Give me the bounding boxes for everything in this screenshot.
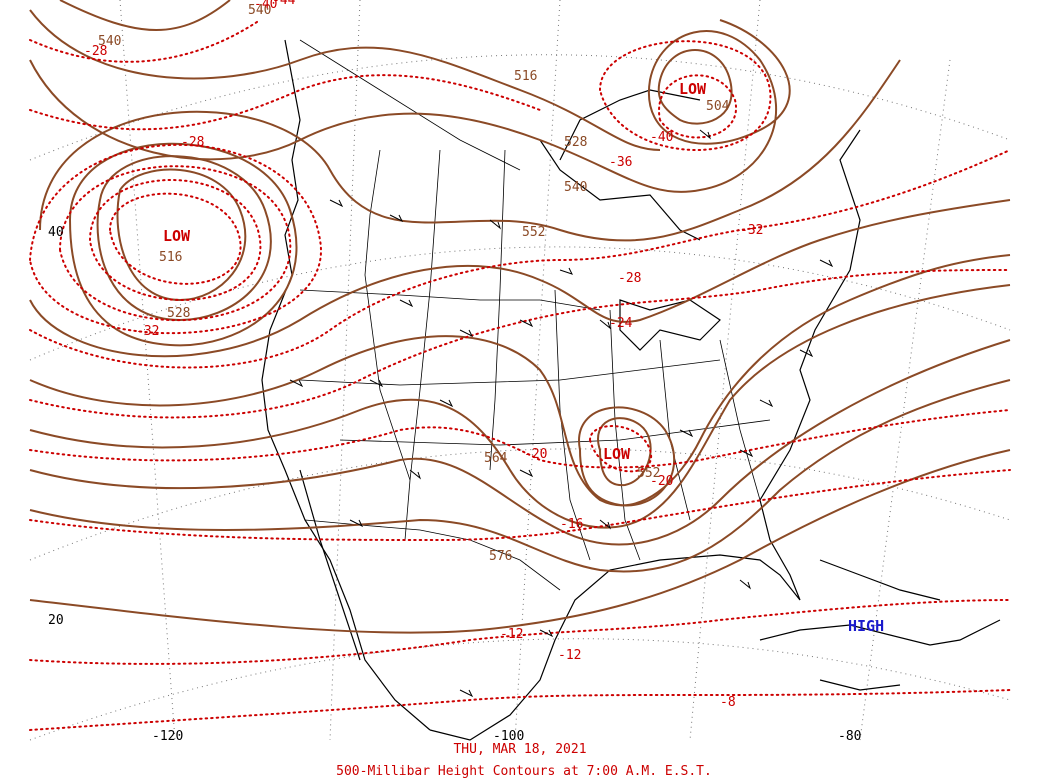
height-label: 540	[98, 34, 121, 49]
height-label: 576	[489, 549, 512, 564]
temperature-label: -20	[524, 447, 547, 462]
wind-barbs	[289, 129, 834, 698]
temperature-label: -20	[650, 474, 673, 489]
height-label: 528	[564, 135, 587, 150]
low-pressure-label: LOW	[163, 227, 191, 245]
longitude-label: -80	[838, 729, 861, 744]
height-label: 504	[706, 99, 730, 114]
temperature-label: -32	[740, 223, 763, 238]
temperature-label: -16	[560, 517, 583, 532]
temperature-label: -36	[609, 155, 632, 170]
latitude-label: 20	[48, 613, 64, 628]
temperature-label: -40	[254, 0, 277, 12]
temperature-contours	[29, 19, 1011, 731]
temperature-label: -44	[272, 0, 296, 8]
longitude-label: -100	[493, 729, 524, 744]
height-contours	[29, 0, 1011, 634]
height-label: 552	[522, 225, 545, 240]
height-label: 528	[167, 306, 190, 321]
pressure-systems: LOW LOW LOW HIGH	[163, 80, 884, 635]
temperature-label: -8	[720, 695, 736, 710]
height-label: 540	[248, 3, 271, 18]
height-label: 540	[564, 180, 587, 195]
temperature-label: -32	[136, 324, 159, 339]
graticule	[29, 0, 1011, 741]
map-date: THU, MAR 18, 2021	[453, 742, 586, 757]
low-pressure-label: LOW	[603, 445, 631, 463]
low-pressure-label: LOW	[679, 80, 707, 98]
height-label: 552	[637, 466, 660, 481]
temperature-label: -24	[609, 316, 633, 331]
political-borders	[299, 39, 771, 591]
temperature-label: -40	[650, 130, 673, 145]
latitude-label: 40	[48, 225, 64, 240]
height-label: 516	[514, 69, 537, 84]
temperature-label: -12	[558, 648, 581, 663]
height-label: 564	[484, 451, 508, 466]
temperature-label: -12	[500, 627, 523, 642]
temperature-label: -28	[618, 271, 641, 286]
high-pressure-label: HIGH	[848, 617, 884, 635]
map-caption: 500-Millibar Height Contours at 7:00 A.M…	[336, 764, 712, 779]
height-labels: 540 540 516 528 540 504 552 516 528 564 …	[98, 3, 730, 564]
temperature-label: -28	[181, 135, 204, 150]
temperature-labels: -40 -44 -28 -28 -40 -36 -32 -32 -28 -24 …	[84, 0, 763, 710]
height-label: 516	[159, 250, 182, 265]
temperature-label: -28	[84, 44, 107, 59]
longitude-label: -120	[152, 729, 183, 744]
axis-labels: 40 20 -120 -100 -80	[48, 225, 861, 744]
